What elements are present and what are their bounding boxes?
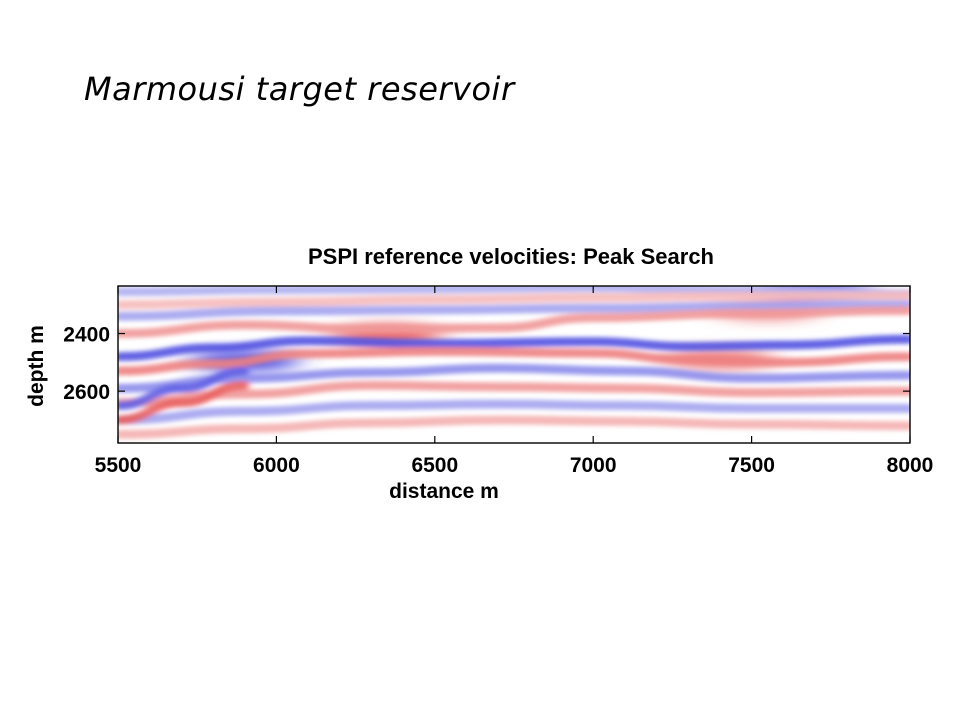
x-axis-label: distance m: [389, 480, 499, 503]
reflector-1: [118, 291, 910, 310]
chart-title: PSPI reference velocities: Peak Search: [308, 244, 714, 269]
y-axis: 2400 2600: [63, 324, 910, 404]
x-tick-label-7500: 7500: [728, 454, 775, 477]
plot-area: [118, 286, 910, 443]
slide-title: Marmousi target reservoir: [84, 70, 515, 108]
y-tick-label-2400: 2400: [63, 324, 110, 347]
reflector-11: [118, 380, 250, 425]
y-axis-label: depth m: [25, 325, 48, 407]
x-tick-label-8000: 8000: [887, 454, 934, 477]
reflector-9: [118, 415, 910, 439]
reflector-10: [118, 366, 250, 411]
x-tick-label-7000: 7000: [570, 454, 617, 477]
x-axis: 5500 6000 6500 7000 7500 8000: [95, 286, 934, 477]
x-tick-label-6500: 6500: [411, 454, 458, 477]
reflector-5: [118, 346, 910, 376]
plot-frame: [117, 285, 911, 444]
reflector-8: [118, 399, 910, 425]
x-tick-label-6000: 6000: [253, 454, 300, 477]
y-tick-label-2600: 2600: [63, 381, 110, 404]
reflector-7: [118, 380, 910, 408]
reflector-0: [118, 286, 910, 299]
reflector-layer: [118, 286, 910, 439]
reflector-2: [118, 300, 910, 321]
x-tick-label-5500: 5500: [95, 454, 142, 477]
reflector-6: [118, 363, 910, 393]
reflector-4: [118, 334, 910, 362]
reflector-3: [118, 305, 910, 339]
